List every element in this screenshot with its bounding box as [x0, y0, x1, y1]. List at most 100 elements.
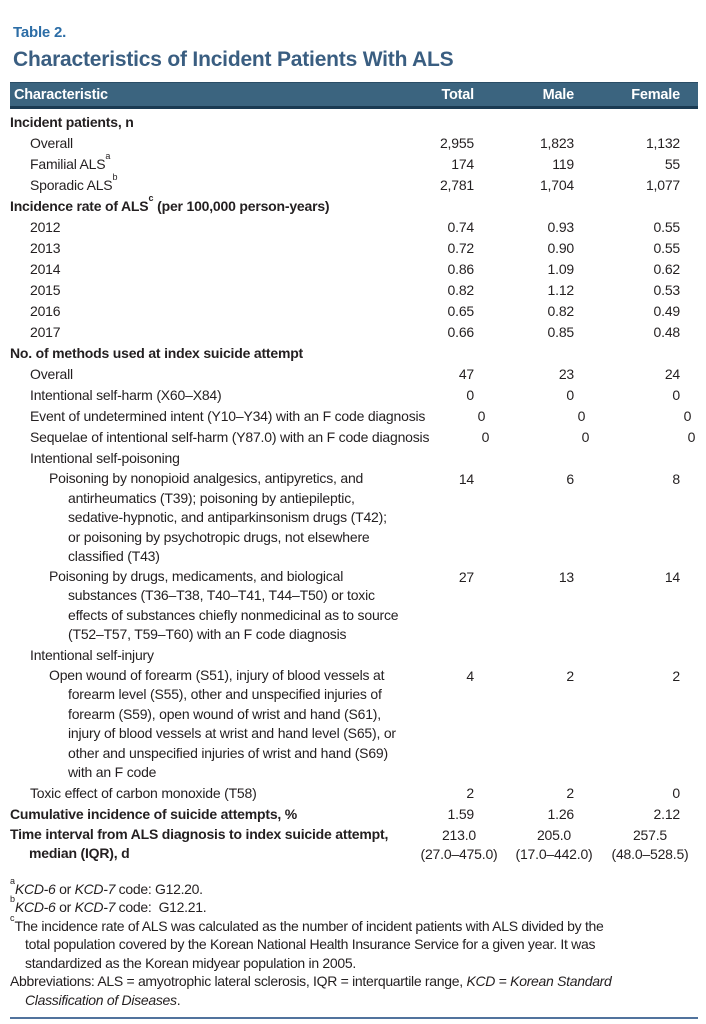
row-label-line: effects of substances chiefly nonmedicin… [68, 606, 399, 623]
row-label-text: Overall [30, 366, 73, 382]
table-row: Intentional self-harm (X60–X84) 0 0 0 [10, 385, 698, 406]
table-row: 2017 0.66 0.85 0.48 [10, 322, 698, 343]
cell-female: 2 [672, 667, 680, 684]
cell-male: 0 [581, 429, 590, 445]
row-label: Incident patients, n [10, 112, 414, 133]
cell-male: 1,823 [539, 135, 574, 151]
cell-female: 1,132 [645, 135, 680, 151]
table-row: Familial ALSa 174 119 55 [10, 151, 698, 175]
row-label-text: Sequelae of intentional self-harm (Y87.0… [30, 429, 430, 445]
footnote-marker: c [10, 912, 15, 923]
row-label: Familial ALSa [10, 151, 414, 175]
row-label-text: Sporadic ALS [30, 177, 113, 193]
table-row: No. of methods used at index suicide att… [10, 343, 698, 364]
column-header-characteristic: Characteristic [14, 86, 108, 103]
footnote-text: code: G12.21. [115, 899, 207, 915]
row-label-text: Familial ALS [30, 156, 106, 172]
row-label: Overall [10, 364, 414, 385]
row-label-line: median (IQR), d [29, 845, 130, 861]
cell-total: 4 [466, 667, 474, 684]
footnote-marker: a [105, 151, 111, 162]
cell-total: 0 [466, 387, 474, 403]
table-row: Poisoning by drugs, medicaments, and bio… [10, 567, 698, 645]
row-label-line: Open wound of forearm (S51), injury of b… [49, 666, 385, 683]
cell-total: 2 [466, 784, 474, 801]
row-label-line: antirheumatics (T39); poisoning by antie… [68, 489, 355, 506]
table-row: Incident patients, n [10, 112, 698, 133]
cell-female: 1,077 [645, 177, 680, 193]
cell-female: 14 [664, 568, 680, 585]
row-label: Poisoning by nonopioid analgesics, antip… [10, 469, 414, 567]
row-label-text: 2012 [30, 219, 61, 235]
cell-female: 0.49 [653, 303, 681, 319]
table-row: Time interval from ALS diagnosis to inde… [10, 825, 698, 864]
cell-male: 2 [566, 784, 574, 801]
row-label: Intentional self-injury [10, 645, 414, 666]
cell-female: 0.62 [653, 261, 681, 277]
row-label-text: Intentional self-poisoning [30, 450, 180, 466]
row-label-text: Incidence rate of ALS [10, 198, 149, 214]
table-row: 2013 0.72 0.90 0.55 [10, 238, 698, 259]
cell-male: 0.93 [547, 219, 575, 235]
table-label: Table 2. [13, 24, 67, 41]
row-label: 2012 [10, 217, 414, 238]
table-row: Cumulative incidence of suicide attempts… [10, 804, 698, 825]
table-row: Toxic effect of carbon monoxide (T58) 2 2 0 [10, 783, 698, 804]
characteristics-table: Characteristic Total Male Female Inciden… [10, 82, 698, 864]
table-row: Incidence rate of ALSc (per 100,000 pers… [10, 194, 698, 217]
cell-total: 0.65 [447, 303, 475, 319]
table-row: 2012 0.74 0.93 0.55 [10, 217, 698, 238]
row-label-text: Cumulative incidence of suicide attempts… [10, 805, 298, 822]
row-label-text: 2013 [30, 240, 61, 256]
column-header-female: Female [631, 86, 680, 103]
table-row: Intentional self-injury [10, 645, 698, 666]
footnote-text: Abbreviations: ALS = amyotrophic lateral… [10, 973, 467, 989]
footnote-text: or [55, 880, 75, 897]
row-label: Open wound of forearm (S51), injury of b… [10, 666, 414, 783]
footnote: cThe incidence rate of ALS was calculate… [10, 913, 698, 973]
cell-female: 2.12 [653, 805, 681, 822]
cell-female: 24 [664, 366, 680, 382]
table-row: Sequelae of intentional self-harm (Y87.0… [10, 427, 698, 448]
cell-total: 0 [477, 408, 486, 424]
cell-male: 1.12 [547, 282, 575, 298]
cell-female: 0 [687, 429, 696, 445]
footnote-text: KCD-6 [15, 899, 56, 915]
footnote-marker: b [10, 894, 16, 905]
table-row: Sporadic ALSb 2,781 1,704 1,077 [10, 173, 698, 196]
row-label-text: Intentional self-harm (X60–X84) [30, 387, 222, 403]
row-label: Sequelae of intentional self-harm (Y87.0… [10, 427, 429, 448]
table-row: Poisoning by nonopioid analgesics, antip… [10, 469, 698, 567]
cell-total: 174 [451, 156, 474, 172]
cell-female: 257.5 (48.0–528.5) [611, 826, 689, 862]
cell-total: 27 [458, 568, 474, 585]
row-label-line: forearm level (S55), other and unspecifi… [68, 686, 382, 702]
row-label-line: Time interval from ALS diagnosis to inde… [10, 825, 389, 842]
footnote: aKCD-6 or KCD-7 code: G12.20. [10, 876, 698, 899]
row-label: 2017 [10, 322, 414, 343]
footnote-text: or [55, 899, 75, 915]
cell-female: 0.48 [653, 324, 681, 340]
cell-total: 0 [481, 429, 490, 445]
cell-total: 0.72 [447, 240, 475, 256]
table-header-row: Characteristic Total Male Female [10, 82, 698, 109]
footnote-text: = [495, 973, 511, 989]
cell-female: 8 [672, 471, 680, 487]
footnote-text: KCD-6 [15, 880, 56, 897]
footnote: bKCD-6 or KCD-7 code: G12.21. [10, 895, 698, 917]
row-label-text: 2014 [30, 261, 61, 277]
column-header-total: Total [441, 86, 474, 103]
footnotes: aKCD-6 or KCD-7 code: G12.20. bKCD-6 or K… [10, 876, 698, 1010]
row-label: Poisoning by drugs, medicaments, and bio… [10, 567, 414, 645]
table-row: 2014 0.86 1.09 0.62 [10, 259, 698, 280]
cell-female: 0 [672, 387, 680, 403]
footnote-text: The incidence rate of ALS was calculated… [14, 917, 604, 971]
cell-male: 205.0 (17.0–442.0) [515, 826, 593, 862]
row-label-line: Poisoning by drugs, medicaments, and bio… [49, 567, 344, 584]
cell-female: 0.55 [653, 219, 681, 235]
row-label-line: classified (T43) [68, 548, 160, 564]
cell-male: 13 [558, 568, 574, 585]
cell-male: 1.26 [547, 805, 575, 822]
cell-total: 2,955 [439, 135, 474, 151]
